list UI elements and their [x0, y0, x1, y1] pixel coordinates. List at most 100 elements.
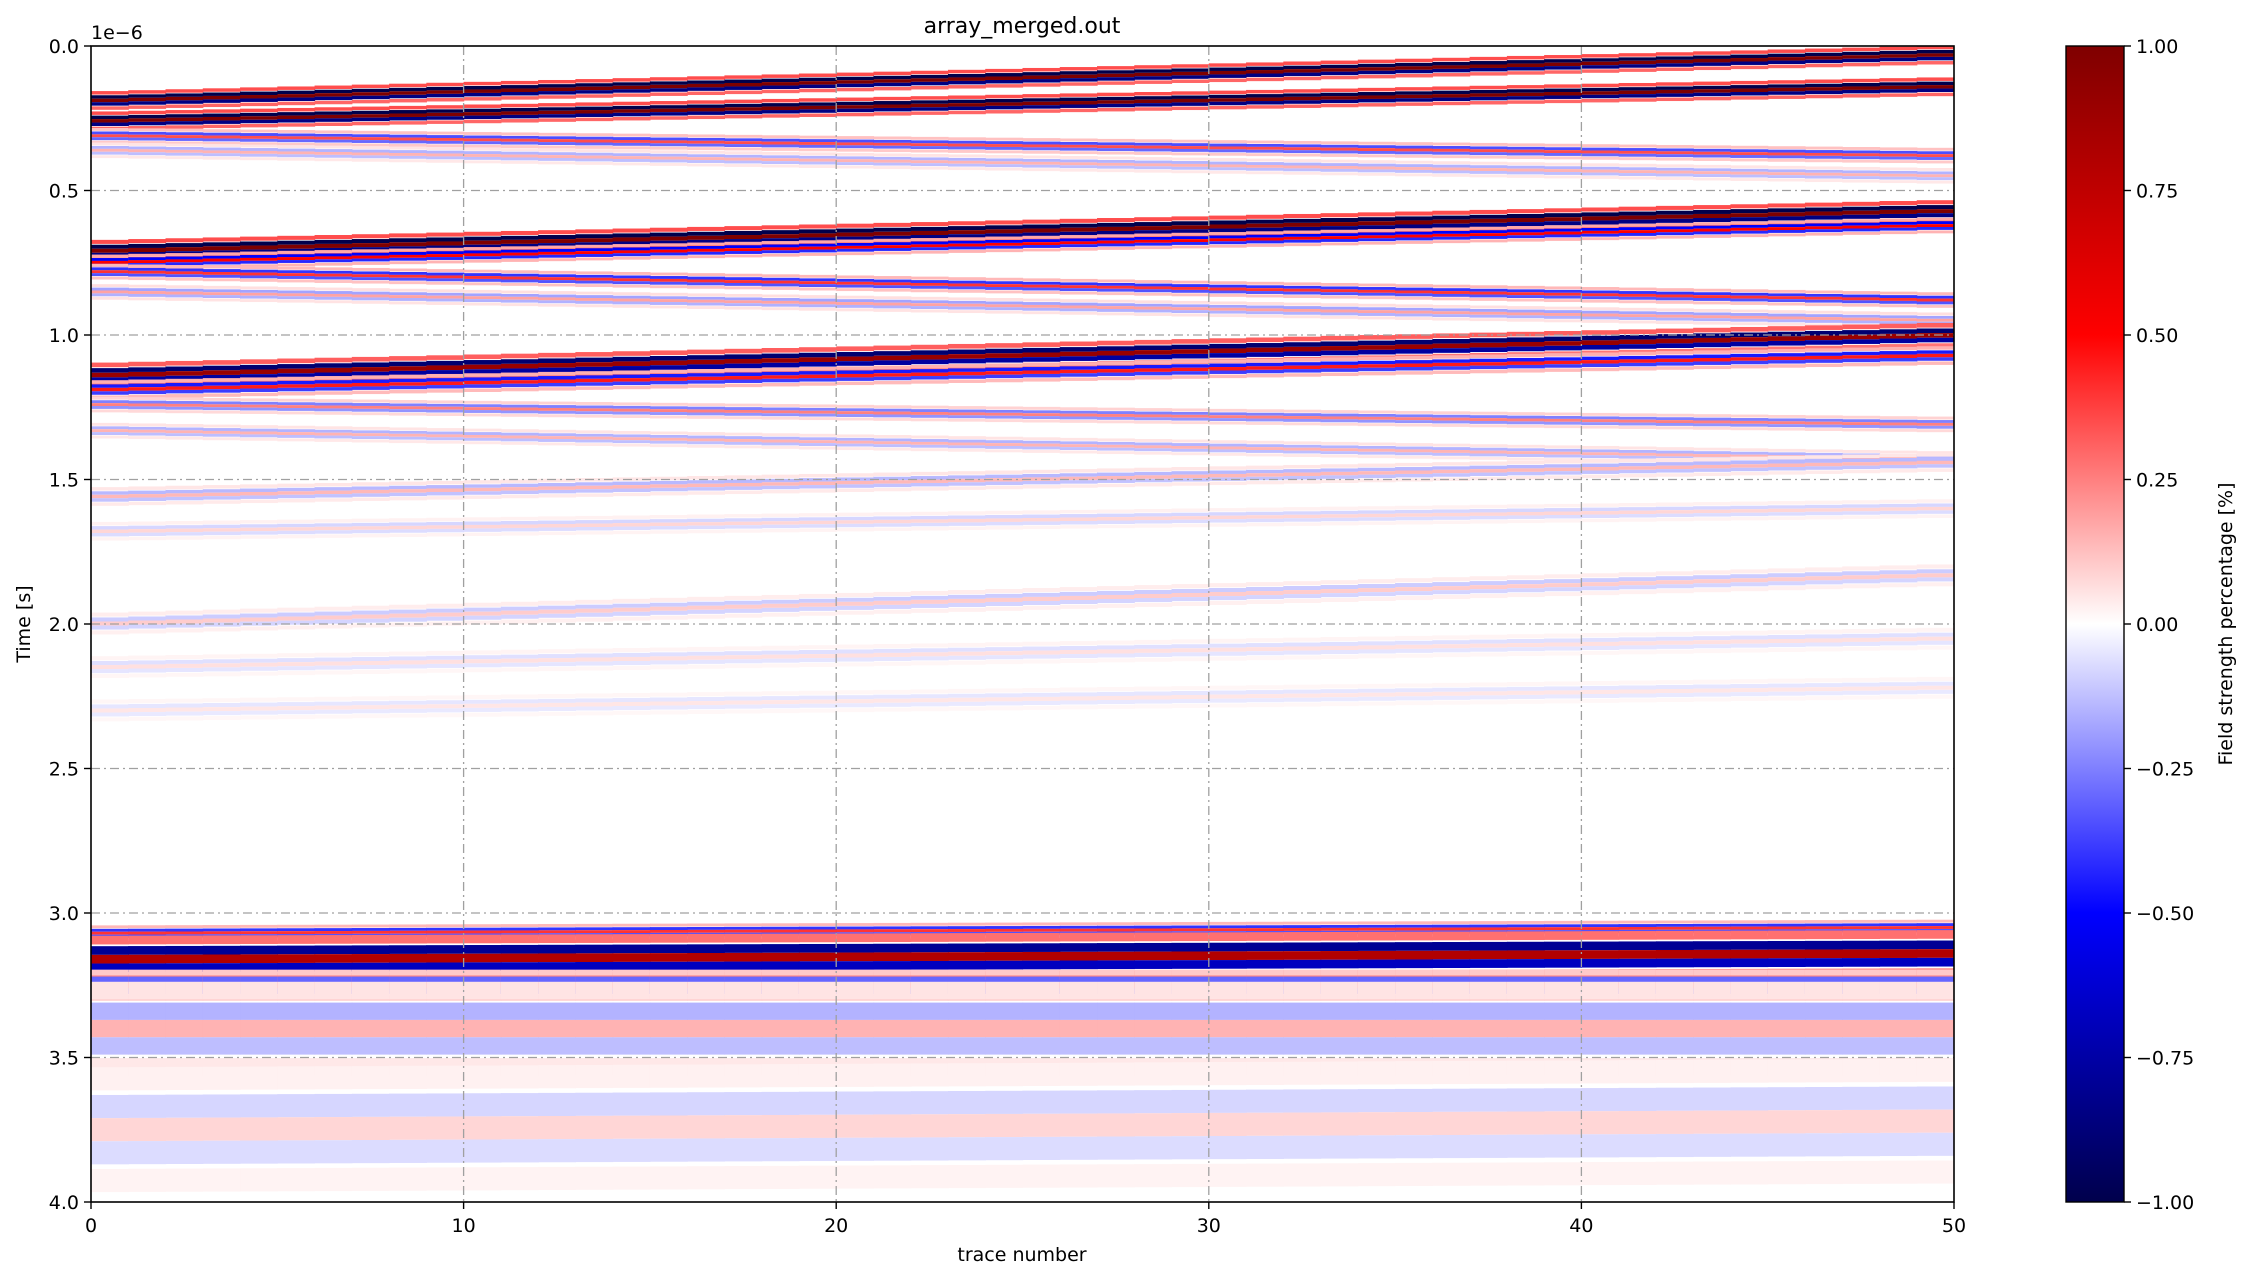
reflector-band	[575, 430, 614, 434]
reflector-band	[761, 378, 800, 383]
reflector-band	[314, 380, 353, 384]
reflector-band	[538, 249, 576, 252]
reflector-band	[426, 90, 465, 94]
reflector-band	[351, 493, 390, 497]
reflector-band	[724, 164, 763, 167]
reflector-band	[612, 284, 651, 288]
reflector-band	[1432, 317, 1471, 321]
reflector-band	[1059, 521, 1098, 525]
reflector-band	[761, 114, 800, 118]
reflector-band	[1022, 79, 1061, 83]
reflector-band	[165, 262, 204, 266]
reflector-band	[1693, 517, 1732, 521]
reflector-band	[202, 289, 241, 293]
reflector-band	[687, 409, 726, 413]
reflector-band	[687, 476, 726, 480]
reflector-band	[724, 664, 763, 669]
reflector-band	[426, 109, 465, 113]
reflector-band	[1246, 311, 1284, 315]
reflector-band	[463, 259, 502, 263]
reflector-band	[1730, 1110, 1769, 1134]
reflector-band	[91, 258, 129, 261]
reflector-band	[165, 698, 204, 703]
reflector-band	[1097, 640, 1135, 645]
reflector-band	[314, 928, 353, 932]
reflector-band	[500, 230, 539, 236]
reflector-band	[500, 135, 539, 139]
reflector-band	[1618, 926, 1657, 930]
reflector-band	[612, 162, 651, 166]
reflector-band	[761, 410, 800, 414]
reflector-band	[575, 520, 614, 524]
reflector-band	[1208, 928, 1247, 932]
reflector-band	[1246, 656, 1284, 661]
reflector-band	[1469, 152, 1508, 156]
reflector-band	[1395, 154, 1433, 158]
reflector-band	[1655, 1002, 1694, 1020]
reflector-band	[1581, 91, 1620, 95]
reflector-band	[202, 1019, 241, 1038]
reflector-band	[687, 655, 726, 660]
reflector-band	[240, 484, 278, 488]
reflector-band	[1581, 98, 1620, 103]
reflector-band	[836, 484, 875, 488]
reflector-band	[985, 449, 1024, 453]
reflector-band	[1395, 513, 1433, 517]
reflector-band	[426, 969, 465, 976]
reflector-band	[836, 605, 875, 610]
reflector-band	[910, 595, 949, 600]
reflector-band	[1581, 169, 1620, 173]
reflector-band	[128, 629, 167, 634]
reflector-band	[1544, 1019, 1582, 1038]
reflector-band	[1134, 593, 1173, 599]
reflector-band	[165, 501, 204, 505]
reflector-band	[1655, 1037, 1694, 1055]
reflector-band	[240, 144, 278, 148]
reflector-band	[1544, 448, 1582, 452]
reflector-band	[240, 1066, 278, 1090]
trace-column	[575, 79, 614, 1190]
reflector-band	[128, 105, 167, 109]
reflector-band	[1618, 698, 1657, 703]
reflector-band	[910, 241, 949, 245]
reflector-band	[1655, 89, 1694, 94]
reflector-band	[202, 393, 241, 397]
reflector-band	[1693, 920, 1732, 924]
reflector-band	[798, 1165, 837, 1189]
reflector-band	[1730, 234, 1769, 238]
reflector-band	[1730, 364, 1769, 369]
reflector-band	[575, 102, 614, 106]
reflector-band	[1469, 226, 1508, 230]
reflector-band	[500, 606, 539, 611]
reflector-band	[910, 599, 949, 604]
reflector-band	[1357, 160, 1396, 164]
reflector-band	[1246, 440, 1284, 444]
reflector-band	[910, 960, 949, 970]
reflector-band	[1506, 165, 1545, 169]
reflector-band	[1022, 592, 1061, 597]
reflector-band	[612, 611, 651, 616]
reflector-band	[463, 934, 502, 944]
reflector-band	[1395, 981, 1433, 1000]
reflector-band	[1320, 921, 1359, 925]
reflector-band	[836, 76, 875, 81]
reflector-band	[389, 409, 427, 413]
reflector-band	[202, 242, 241, 247]
reflector-band	[1655, 1161, 1694, 1185]
reflector-band	[1357, 360, 1396, 365]
reflector-band	[1283, 684, 1322, 689]
reflector-band	[910, 111, 949, 115]
reflector-band	[426, 528, 465, 533]
reflector-band	[1432, 648, 1471, 653]
reflector-band	[277, 257, 316, 261]
reflector-band	[1097, 240, 1135, 244]
reflector-band	[947, 526, 986, 531]
reflector-band	[351, 614, 390, 619]
reflector-band	[985, 76, 1024, 80]
reflector-band	[500, 1037, 539, 1055]
reflector-band	[1469, 469, 1508, 473]
reflector-band	[314, 259, 353, 263]
reflector-band	[1283, 642, 1322, 647]
reflector-band	[1208, 348, 1247, 354]
reflector-band	[240, 269, 278, 273]
